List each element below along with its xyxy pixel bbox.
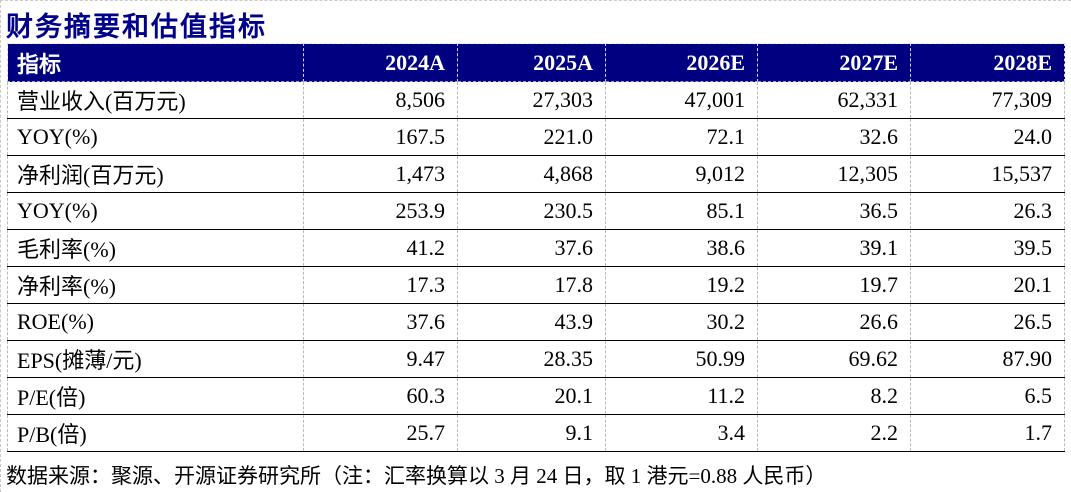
row-value: 25.7	[303, 414, 458, 452]
row-value: 230.5	[457, 192, 606, 230]
row-value: 9.47	[303, 340, 458, 378]
row-value: 3.4	[605, 414, 758, 452]
table-header-row: 指标 2024A 2025A 2026E 2027E 2028E	[7, 43, 1065, 82]
table-row: 毛利率(%) 41.2 37.6 38.6 39.1 39.5	[7, 229, 1065, 267]
row-value: 60.3	[303, 377, 458, 415]
row-label: 净利率(%)	[7, 266, 304, 304]
table-row: P/E(倍) 60.3 20.1 11.2 8.2 6.5	[7, 377, 1065, 415]
row-value: 19.2	[605, 266, 758, 304]
row-label: P/B(倍)	[7, 414, 304, 452]
row-value: 26.3	[910, 192, 1065, 230]
table-row: EPS(摊薄/元) 9.47 28.35 50.99 69.62 87.90	[7, 340, 1065, 378]
row-label: 营业收入(百万元)	[7, 81, 304, 119]
row-value: 17.3	[303, 266, 458, 304]
row-value: 12,305	[757, 155, 911, 193]
row-value: 43.9	[457, 303, 606, 341]
row-value: 9.1	[457, 414, 606, 452]
row-label: YOY(%)	[7, 118, 304, 156]
row-value: 221.0	[457, 118, 606, 156]
row-label: ROE(%)	[7, 303, 304, 341]
row-value: 38.6	[605, 229, 758, 267]
row-value: 28.35	[457, 340, 606, 378]
table-row: 净利率(%) 17.3 17.8 19.2 19.7 20.1	[7, 266, 1065, 304]
row-value: 6.5	[910, 377, 1065, 415]
row-value: 72.1	[605, 118, 758, 156]
row-value: 77,309	[910, 81, 1065, 119]
column-header-2026e: 2026E	[605, 43, 758, 82]
row-value: 253.9	[303, 192, 458, 230]
row-label: P/E(倍)	[7, 377, 304, 415]
row-value: 4,868	[457, 155, 606, 193]
row-value: 85.1	[605, 192, 758, 230]
row-value: 17.8	[457, 266, 606, 304]
row-label: EPS(摊薄/元)	[7, 340, 304, 378]
row-value: 41.2	[303, 229, 458, 267]
table-row: P/B(倍) 25.7 9.1 3.4 2.2 1.7	[7, 414, 1065, 452]
column-header-2025a: 2025A	[457, 43, 606, 82]
column-header-2028e: 2028E	[910, 43, 1065, 82]
row-value: 9,012	[605, 155, 758, 193]
row-value: 27,303	[457, 81, 606, 119]
row-value: 37.6	[303, 303, 458, 341]
column-header-2024a: 2024A	[303, 43, 458, 82]
row-value: 20.1	[910, 266, 1065, 304]
row-value: 8,506	[303, 81, 458, 119]
row-value: 69.62	[757, 340, 911, 378]
row-value: 32.6	[757, 118, 911, 156]
row-value: 39.1	[757, 229, 911, 267]
table-body: 营业收入(百万元) 8,506 27,303 47,001 62,331 77,…	[7, 81, 1065, 452]
table-row: ROE(%) 37.6 43.9 30.2 26.6 26.5	[7, 303, 1065, 341]
row-value: 1.7	[910, 414, 1065, 452]
row-value: 50.99	[605, 340, 758, 378]
column-header-2027e: 2027E	[757, 43, 911, 82]
row-value: 26.6	[757, 303, 911, 341]
row-value: 1,473	[303, 155, 458, 193]
row-value: 39.5	[910, 229, 1065, 267]
row-value: 36.5	[757, 192, 911, 230]
table-row: YOY(%) 253.9 230.5 85.1 36.5 26.3	[7, 192, 1065, 230]
row-value: 167.5	[303, 118, 458, 156]
row-value: 37.6	[457, 229, 606, 267]
page-title: 财务摘要和估值指标	[6, 12, 267, 42]
table-row: 净利润(百万元) 1,473 4,868 9,012 12,305 15,537	[7, 155, 1065, 193]
source-note: 数据来源：聚源、开源证券研究所（注：汇率换算以 3 月 24 日，取 1 港元=…	[6, 464, 827, 488]
row-label: 毛利率(%)	[7, 229, 304, 267]
row-value: 24.0	[910, 118, 1065, 156]
row-value: 47,001	[605, 81, 758, 119]
row-value: 87.90	[910, 340, 1065, 378]
row-value: 8.2	[757, 377, 911, 415]
table-row: 营业收入(百万元) 8,506 27,303 47,001 62,331 77,…	[7, 81, 1065, 119]
row-label: YOY(%)	[7, 192, 304, 230]
row-value: 26.5	[910, 303, 1065, 341]
column-header-metric: 指标	[7, 43, 304, 82]
row-value: 19.7	[757, 266, 911, 304]
row-value: 2.2	[757, 414, 911, 452]
row-value: 62,331	[757, 81, 911, 119]
row-value: 11.2	[605, 377, 758, 415]
row-label: 净利润(百万元)	[7, 155, 304, 193]
row-value: 30.2	[605, 303, 758, 341]
table-row: YOY(%) 167.5 221.0 72.1 32.6 24.0	[7, 118, 1065, 156]
row-value: 20.1	[457, 377, 606, 415]
row-value: 15,537	[910, 155, 1065, 193]
financial-summary-table: 指标 2024A 2025A 2026E 2027E 2028E 营业收入(百万…	[7, 43, 1065, 452]
